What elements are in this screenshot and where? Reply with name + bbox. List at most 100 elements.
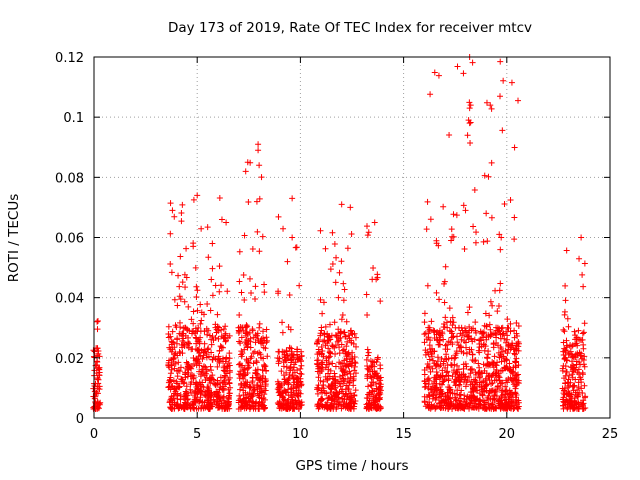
data-point: [571, 328, 578, 335]
data-point: [218, 344, 225, 351]
data-point: [443, 393, 450, 400]
data-point: [581, 260, 588, 267]
data-point: [581, 363, 588, 370]
data-point: [436, 327, 443, 334]
data-point: [493, 334, 500, 341]
data-point: [346, 335, 353, 342]
data-point: [278, 402, 285, 409]
data-point: [347, 204, 354, 211]
data-point: [450, 233, 457, 240]
data-point: [317, 296, 324, 303]
data-point: [279, 319, 286, 326]
data-point: [258, 174, 265, 181]
data-point: [344, 369, 351, 376]
data-point: [561, 356, 568, 363]
data-point: [431, 348, 438, 355]
data-point: [487, 326, 494, 333]
data-point: [178, 210, 185, 217]
data-point: [508, 376, 515, 383]
data-point: [204, 392, 211, 399]
data-point: [515, 399, 522, 406]
data-point: [498, 345, 505, 352]
data-point: [241, 366, 248, 373]
data-point: [244, 343, 251, 350]
data-point: [175, 384, 182, 391]
data-point: [318, 343, 325, 350]
data-point: [566, 350, 573, 357]
data-point: [209, 265, 216, 272]
data-point: [175, 367, 182, 374]
data-point: [453, 378, 460, 385]
data-point: [167, 200, 174, 207]
data-point: [480, 334, 487, 341]
data-point: [486, 321, 493, 328]
data-point: [497, 367, 504, 374]
data-point: [226, 367, 233, 374]
data-point: [317, 396, 324, 403]
data-point: [441, 376, 448, 383]
data-point: [488, 214, 495, 221]
data-point: [565, 323, 572, 330]
data-point: [433, 237, 440, 244]
data-point: [462, 325, 469, 332]
data-point: [364, 346, 371, 353]
data-point: [194, 192, 201, 199]
data-point: [428, 318, 435, 325]
data-point: [424, 349, 431, 356]
data-point: [283, 405, 290, 412]
data-point: [236, 392, 243, 399]
data-point: [259, 366, 266, 373]
data-point: [490, 370, 497, 377]
data-point: [221, 374, 228, 381]
data-point: [93, 358, 100, 365]
data-point: [320, 385, 327, 392]
data-point: [315, 374, 322, 381]
data-point: [92, 405, 99, 412]
data-point: [499, 127, 506, 134]
data-point: [465, 117, 472, 124]
data-point: [429, 383, 436, 390]
data-point: [336, 350, 343, 357]
data-point: [222, 381, 229, 388]
data-point: [244, 159, 251, 166]
data-point: [256, 376, 263, 383]
data-point: [446, 131, 453, 138]
data-point: [482, 405, 489, 412]
data-point: [208, 367, 215, 374]
data-point: [214, 363, 221, 370]
data-point: [370, 397, 377, 404]
data-point: [338, 341, 345, 348]
y-tick-label: 0.08: [55, 171, 84, 186]
data-point: [507, 197, 514, 204]
data-point: [254, 228, 261, 235]
data-point: [429, 395, 436, 402]
data-point: [196, 379, 203, 386]
data-point: [241, 297, 248, 304]
data-point: [448, 237, 455, 244]
data-point: [460, 349, 467, 356]
data-point: [374, 370, 381, 377]
data-point: [329, 229, 336, 236]
data-point: [423, 336, 430, 343]
data-point: [515, 371, 522, 378]
data-point: [215, 335, 222, 342]
data-point: [314, 361, 321, 368]
data-point: [284, 353, 291, 360]
data-point: [211, 398, 218, 405]
data-point: [322, 245, 329, 252]
data-point: [249, 326, 256, 333]
data-point: [198, 225, 205, 232]
data-point: [194, 287, 201, 294]
data-point: [576, 255, 583, 262]
data-point: [559, 402, 566, 409]
data-point: [281, 396, 288, 403]
data-point: [258, 389, 265, 396]
data-point: [288, 357, 295, 364]
data-point: [215, 327, 222, 334]
data-point: [240, 399, 247, 406]
data-point: [274, 378, 281, 385]
data-point: [482, 377, 489, 384]
data-point: [285, 380, 292, 387]
data-point: [473, 229, 480, 236]
data-point: [365, 391, 372, 398]
